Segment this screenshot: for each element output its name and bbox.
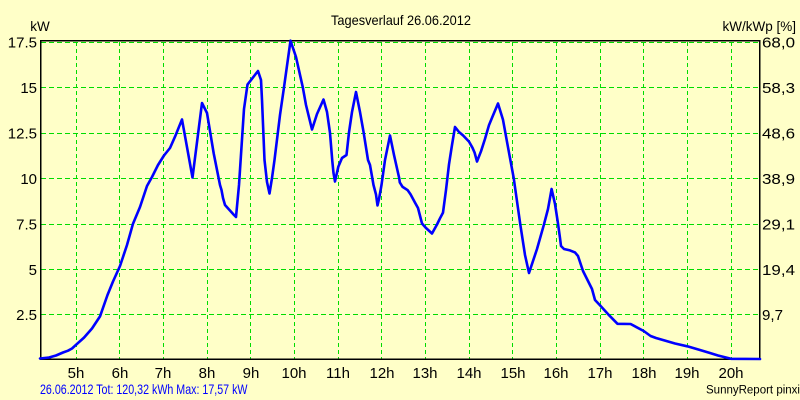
svg-text:SunnyReport pinxit: SunnyReport pinxit [706, 385, 800, 397]
svg-text:15h: 15h [500, 365, 525, 382]
svg-text:16h: 16h [543, 365, 568, 382]
svg-text:2.5: 2.5 [16, 307, 37, 324]
svg-text:19h: 19h [674, 365, 699, 382]
svg-text:12h: 12h [369, 365, 394, 382]
svg-text:18h: 18h [631, 365, 656, 382]
svg-text:17h: 17h [587, 365, 612, 382]
svg-text:6h: 6h [112, 365, 129, 382]
svg-text:kW: kW [30, 19, 50, 34]
svg-text:19,4: 19,4 [762, 262, 795, 279]
svg-text:13h: 13h [412, 365, 437, 382]
svg-text:5h: 5h [68, 365, 85, 382]
svg-text:9,7: 9,7 [762, 307, 783, 324]
svg-text:58,3: 58,3 [762, 80, 795, 97]
svg-text:kW/kWp [%]: kW/kWp [%] [723, 19, 797, 34]
svg-text:10h: 10h [281, 365, 306, 382]
svg-text:20h: 20h [718, 365, 743, 382]
svg-text:29,1: 29,1 [762, 217, 795, 234]
svg-text:8h: 8h [199, 365, 216, 382]
svg-text:38,9: 38,9 [762, 171, 795, 188]
svg-text:15: 15 [20, 80, 37, 97]
svg-text:48,6: 48,6 [762, 126, 795, 143]
svg-text:5: 5 [29, 262, 37, 279]
svg-text:7.5: 7.5 [16, 217, 37, 234]
svg-text:12.5: 12.5 [8, 126, 37, 143]
svg-text:17.5: 17.5 [8, 35, 37, 52]
svg-text:9h: 9h [243, 365, 260, 382]
svg-text:10: 10 [20, 171, 37, 188]
svg-text:14h: 14h [456, 365, 481, 382]
svg-text:Tagesverlauf 26.06.2012: Tagesverlauf 26.06.2012 [331, 12, 471, 28]
svg-text:68,0: 68,0 [762, 35, 795, 52]
svg-text:7h: 7h [155, 365, 172, 382]
svg-text:11h: 11h [326, 365, 350, 382]
svg-text:26.06.2012 Tot: 120,32 kWh Max: 26.06.2012 Tot: 120,32 kWh Max: 17,57 kW [40, 381, 248, 397]
